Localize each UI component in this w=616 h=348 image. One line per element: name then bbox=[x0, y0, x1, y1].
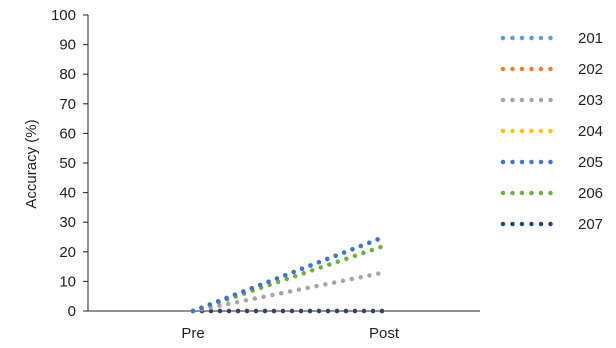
y-tick-label: 20 bbox=[59, 244, 76, 261]
legend-label-201: 201 bbox=[578, 30, 603, 47]
x-tick-label: Post bbox=[369, 325, 400, 342]
y-tick-label: 10 bbox=[59, 273, 76, 290]
legend: 201 202 203 204 205 206 207 bbox=[500, 30, 603, 233]
y-tick-label: 90 bbox=[59, 37, 76, 54]
legend-label-204: 204 bbox=[578, 123, 603, 140]
legend-label-205: 205 bbox=[578, 154, 603, 171]
series-line-205 bbox=[190, 234, 387, 314]
legend-label-203: 203 bbox=[578, 92, 603, 109]
series-line-206 bbox=[190, 243, 387, 314]
legend-label-206: 206 bbox=[578, 185, 603, 202]
x-tick-labels: Pre Post bbox=[181, 325, 400, 342]
series-line-201 bbox=[190, 234, 387, 314]
y-tick-label: 80 bbox=[59, 66, 76, 83]
y-tick-label: 60 bbox=[59, 125, 76, 142]
y-tick-label: 70 bbox=[59, 96, 76, 113]
y-axis-title: Accuracy (%) bbox=[23, 119, 40, 208]
y-tick-label: 30 bbox=[59, 214, 76, 231]
chart-axes bbox=[83, 14, 480, 312]
series-lines bbox=[190, 234, 387, 314]
legend-label-202: 202 bbox=[578, 61, 603, 78]
y-tick-label: 100 bbox=[51, 7, 76, 24]
y-tick-labels: 0 10 20 30 40 50 60 70 80 90 100 bbox=[51, 7, 76, 320]
y-tick-label: 50 bbox=[59, 155, 76, 172]
series-line-203 bbox=[190, 270, 387, 314]
x-tick-label: Pre bbox=[181, 325, 204, 342]
legend-label-207: 207 bbox=[578, 216, 603, 233]
y-tick-label: 40 bbox=[59, 185, 76, 202]
y-tick-label: 0 bbox=[68, 303, 76, 320]
